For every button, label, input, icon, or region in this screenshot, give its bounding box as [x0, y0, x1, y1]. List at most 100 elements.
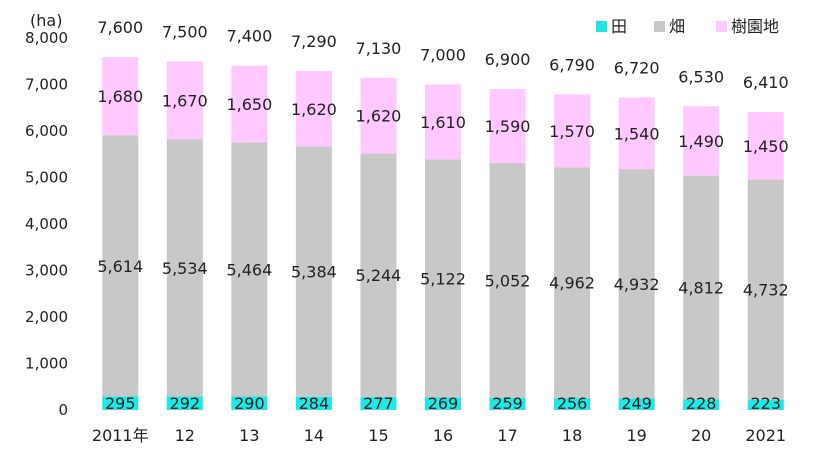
y-tick-label: 3,000: [25, 262, 68, 280]
bar-segment-orchard: [231, 65, 268, 143]
bar-segment-upland-field: [489, 163, 526, 398]
data-label-orchard: 1,570: [549, 122, 595, 141]
data-labels: 295 5,614 1,680 292 5,534 1,670 290 5,464 1,650 2…: [97, 87, 788, 413]
data-label-orchard: 1,670: [162, 91, 208, 110]
data-label-orchard: 1,620: [356, 107, 402, 126]
x-category-label: 20: [691, 426, 711, 445]
bar-segment-orchard: [425, 84, 461, 160]
data-label-upland-field: 5,614: [97, 257, 143, 276]
y-tick-label: 2,000: [25, 308, 68, 326]
y-tick-label: 6,000: [25, 122, 68, 140]
x-axis-categories: 2011年 12 13 14 15 16 17 18 19 20 2021: [92, 426, 786, 445]
bar-segment-orchard: [166, 61, 203, 140]
x-category-label: 2011年: [92, 426, 149, 445]
legend-label: 畑: [669, 17, 685, 36]
y-axis-ticks: 0 1,000 2,000 3,000 4,000 5,000 6,000 7,000 8,00…: [25, 29, 68, 419]
total-label: 7,130: [356, 39, 402, 58]
x-category-label: 18: [562, 426, 582, 445]
data-label-orchard: 1,610: [420, 113, 466, 132]
data-label-upland-field: 5,122: [420, 269, 466, 288]
data-label-upland-field: 4,732: [743, 281, 789, 300]
y-tick-label: 0: [58, 401, 68, 419]
y-axis-unit-label: (ha): [30, 11, 62, 30]
data-label-rice-field: 228: [686, 394, 717, 413]
data-label-rice-field: 292: [170, 394, 201, 413]
data-label-upland-field: 4,962: [549, 274, 595, 293]
total-label: 7,500: [162, 22, 208, 41]
data-label-upland-field: 5,464: [226, 260, 272, 279]
bar-segment-orchard: [683, 106, 720, 176]
bar-segment-upland-field: [166, 139, 203, 397]
bar-segment-rice-field: [102, 396, 139, 410]
bar-segment-rice-field: [231, 396, 268, 410]
y-tick-label: 7,000: [25, 76, 68, 94]
data-label-rice-field: 269: [428, 394, 459, 413]
data-label-rice-field: 284: [299, 394, 330, 413]
legend-swatch: [654, 21, 665, 32]
data-label-rice-field: 259: [492, 394, 523, 413]
data-label-orchard: 1,680: [97, 87, 143, 106]
data-label-upland-field: 5,052: [485, 271, 531, 290]
data-label-upland-field: 5,384: [291, 263, 337, 282]
bar-segment-upland-field: [231, 142, 268, 397]
bar-segment-orchard: [747, 112, 784, 180]
legend-swatch: [716, 21, 727, 32]
x-category-label: 13: [239, 426, 259, 445]
total-labels: 7,600 7,500 7,400 7,290 7,130 7,000 6,900 6,790…: [97, 18, 788, 92]
bar-segment-rice-field: [683, 399, 720, 410]
x-category-label: 16: [433, 426, 453, 445]
x-category-label: 17: [497, 426, 517, 445]
total-label: 6,720: [614, 58, 660, 77]
y-tick-label: 1,000: [25, 355, 68, 373]
bar-segment-orchard: [360, 77, 397, 154]
bar-segment-upland-field: [683, 175, 720, 400]
bar-segment-orchard: [489, 89, 526, 164]
total-label: 7,000: [420, 45, 466, 64]
data-label-upland-field: 5,244: [356, 266, 402, 285]
data-label-rice-field: 290: [234, 394, 265, 413]
total-label: 7,290: [291, 32, 337, 51]
x-category-label: 2021: [745, 426, 786, 445]
bar-segment-upland-field: [102, 135, 139, 397]
bar-segment-orchard: [618, 97, 655, 170]
bar-segment-upland-field: [618, 169, 655, 399]
y-tick-label: 8,000: [25, 29, 68, 47]
bar-segment-rice-field: [618, 398, 655, 410]
bar-segment-upland-field: [295, 146, 332, 397]
data-label-rice-field: 277: [363, 394, 394, 413]
x-category-label: 15: [368, 426, 388, 445]
data-label-rice-field: 256: [557, 394, 588, 413]
data-label-orchard: 1,620: [291, 100, 337, 119]
data-label-orchard: 1,490: [678, 132, 724, 151]
bar-segment-orchard: [102, 57, 139, 136]
bar-segment-upland-field: [425, 159, 461, 398]
bar-segment-rice-field: [747, 399, 784, 410]
bar-segment-orchard: [554, 94, 591, 168]
y-tick-label: 5,000: [25, 169, 68, 187]
x-category-label: 19: [626, 426, 646, 445]
bar-segment-rice-field: [360, 397, 397, 410]
legend: 田 畑 樹園地: [596, 17, 779, 36]
total-label: 7,600: [97, 18, 143, 37]
data-label-rice-field: 249: [621, 394, 652, 413]
bar-segment-rice-field: [489, 397, 526, 410]
bar-segment-rice-field: [295, 396, 332, 410]
bar-segment-rice-field: [166, 396, 203, 410]
data-label-upland-field: 4,932: [614, 275, 660, 294]
bar-segment-upland-field: [554, 167, 591, 399]
bar-segment-rice-field: [554, 398, 591, 410]
legend-label: 樹園地: [731, 17, 779, 36]
data-label-rice-field: 295: [105, 394, 136, 413]
data-label-orchard: 1,650: [226, 95, 272, 114]
x-category-label: 12: [175, 426, 195, 445]
data-label-orchard: 1,540: [614, 124, 660, 143]
legend-label: 田: [611, 17, 627, 36]
data-label-upland-field: 5,534: [162, 259, 208, 278]
y-tick-label: 4,000: [25, 215, 68, 233]
total-label: 7,400: [226, 27, 272, 46]
data-label-rice-field: 223: [750, 394, 781, 413]
bar-segment-orchard: [295, 71, 332, 147]
data-label-orchard: 1,590: [485, 117, 531, 136]
